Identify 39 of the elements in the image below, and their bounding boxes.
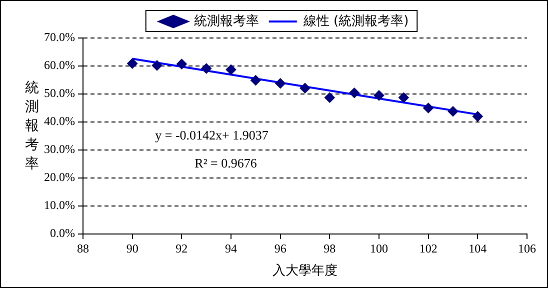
x-tick-label: 88 [76,241,89,256]
x-tick-label: 96 [274,241,286,256]
point [201,64,212,74]
point [374,90,384,100]
y-tick-label: 70.0% [44,30,75,44]
annotation: R² = 0.9676 [194,155,258,170]
point [176,59,187,70]
x-tick-label: 90 [126,241,138,256]
y-tick-label: 60.0% [44,58,75,72]
x-tick-label: 100 [370,241,388,256]
y-tick-label: 0.0% [50,226,75,240]
y-tick-label: 40.0% [44,114,75,128]
y-tick-label: 10.0% [44,198,75,212]
point [275,78,286,88]
point [250,75,261,86]
x-tick-label: 92 [176,241,188,256]
x-tick-label: 104 [468,241,487,256]
legend-label: 線性 (統測報考率) [302,12,409,29]
point [448,106,458,116]
y-axis-title: 統測報考率 [24,79,40,174]
x-axis-title: 入大學年度 [272,262,338,279]
x-tick-label: 94 [224,241,237,256]
annotation: y = -0.0142x+ 1.9037 [155,127,269,142]
y-tick-label: 20.0% [44,170,75,184]
legend-label: 統測報考率 [194,12,259,29]
point [349,88,360,98]
point [398,92,409,103]
y-tick-label: 50.0% [44,86,75,100]
x-tick-label: 106 [518,241,536,256]
point [152,60,162,70]
point [300,83,310,94]
point [472,111,483,122]
x-tick-label: 102 [419,241,438,256]
point [324,92,335,103]
y-tick-label: 30.0% [44,142,75,156]
x-tick-label: 98 [324,241,336,256]
point [127,58,138,68]
point [226,64,236,75]
point [423,103,434,113]
